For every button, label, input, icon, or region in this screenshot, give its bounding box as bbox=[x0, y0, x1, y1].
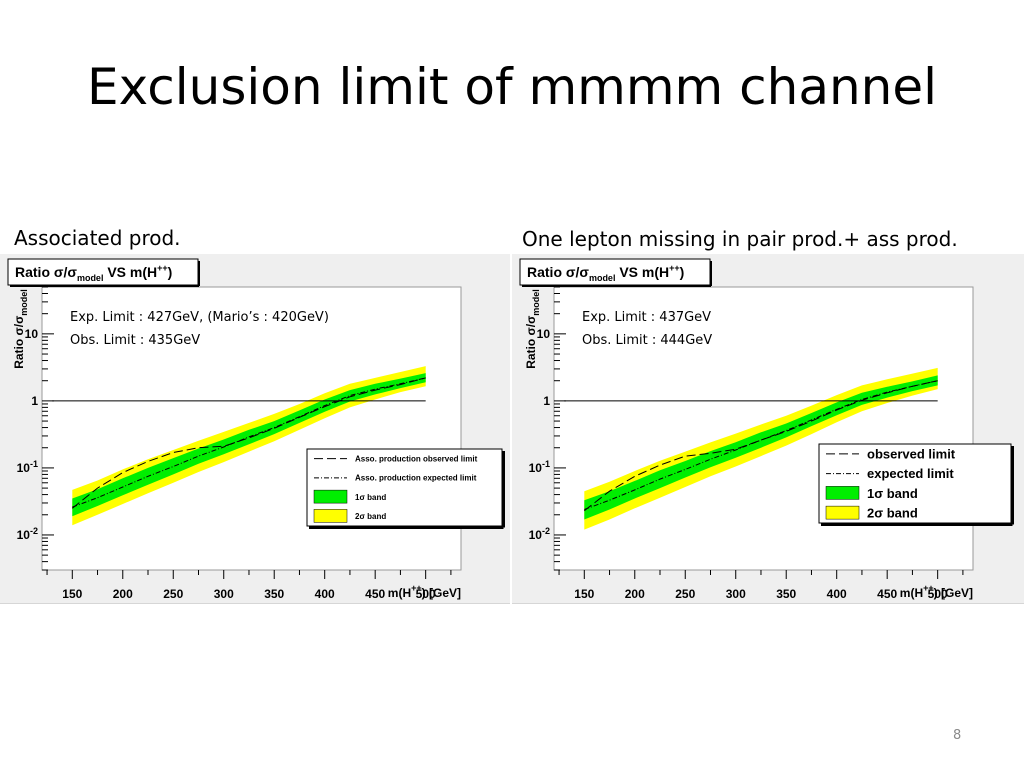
legend-swatch-1sigma bbox=[825, 486, 860, 500]
limit-annotation: Obs. Limit : 435GeV bbox=[70, 333, 200, 348]
legend-entry: Asso. production observed limit bbox=[355, 454, 478, 463]
x-tick-label: 500 bbox=[416, 587, 436, 601]
y-tick-label: 10-2 bbox=[17, 526, 38, 542]
band-1sigma bbox=[584, 375, 938, 520]
legend-entry: 1σ band bbox=[355, 493, 386, 502]
x-tick-label: 200 bbox=[113, 587, 133, 601]
expected-limit-line bbox=[584, 380, 938, 510]
x-tick-label: 300 bbox=[726, 587, 746, 601]
exclusion-plot-left: 150 200 250 300 350 400 450 500 10 1 10-1 10-2 Ratio… bbox=[0, 254, 510, 604]
band-1sigma bbox=[72, 373, 426, 517]
x-tick-label: 350 bbox=[264, 587, 284, 601]
x-tick-label: 250 bbox=[675, 587, 695, 601]
exclusion-plot-right: 150 200 250 300 350 400 450 500 10 1 10-1 10-2 Ratio… bbox=[512, 254, 1024, 604]
y-tick-label: 10-1 bbox=[17, 459, 38, 475]
x-tick-label: 500 bbox=[928, 587, 948, 601]
observed-limit-line bbox=[583, 380, 938, 512]
x-tick-label: 350 bbox=[776, 587, 796, 601]
x-tick-label: 400 bbox=[827, 587, 847, 601]
chart-title: Ratio σ/σmodel VS m(H++) bbox=[527, 263, 684, 283]
legend-swatch-1sigma bbox=[313, 489, 348, 504]
slide-title: Exclusion limit of mmmm channel bbox=[86, 58, 938, 116]
x-axis-label: m(H++) [GeV] bbox=[388, 583, 461, 600]
x-tick-label: 400 bbox=[315, 587, 335, 601]
panel-caption-right: One lepton missing in pair prod.+ ass pr… bbox=[522, 227, 958, 251]
legend-entry: expected limit bbox=[867, 466, 954, 481]
legend-entry: 1σ band bbox=[867, 486, 918, 501]
limit-annotation: Obs. Limit : 444GeV bbox=[582, 333, 712, 348]
x-tick-label: 450 bbox=[877, 587, 897, 601]
limit-annotation: Exp. Limit : 437GeV bbox=[582, 310, 711, 325]
legend-swatch-2sigma bbox=[313, 509, 348, 523]
legend-entry: observed limit bbox=[867, 446, 956, 461]
y-tick-label: 10 bbox=[537, 327, 551, 341]
x-tick-label: 200 bbox=[625, 587, 645, 601]
observed-limit-line bbox=[71, 377, 426, 509]
title-box bbox=[7, 258, 199, 286]
x-tick-label: 450 bbox=[365, 587, 385, 601]
legend-entry: Asso. production expected limit bbox=[355, 474, 477, 483]
y-tick-label: 1 bbox=[31, 394, 38, 408]
expected-limit-line bbox=[72, 377, 426, 508]
x-tick-label: 300 bbox=[214, 587, 234, 601]
page-number: 8 bbox=[953, 728, 962, 743]
legend-entry: 2σ band bbox=[355, 512, 386, 521]
y-tick-label: 10-1 bbox=[529, 459, 550, 475]
x-axis-label: m(H++) [GeV] bbox=[900, 583, 973, 600]
y-axis-label: Ratio σ/σmodel bbox=[524, 289, 541, 369]
legend-swatch-2sigma bbox=[825, 505, 860, 520]
panel-caption-left: Associated prod. bbox=[14, 226, 181, 250]
y-axis-label: Ratio σ/σmodel bbox=[12, 289, 29, 369]
y-tick-label: 1 bbox=[543, 394, 550, 408]
chart-title: Ratio σ/σmodel VS m(H++) bbox=[15, 263, 172, 283]
x-tick-label: 150 bbox=[62, 587, 82, 601]
limit-annotation: Exp. Limit : 427GeV, (Mario’s : 420GeV) bbox=[70, 310, 329, 325]
x-tick-label: 250 bbox=[163, 587, 183, 601]
y-tick-label: 10-2 bbox=[529, 526, 550, 542]
legend-entry: 2σ band bbox=[867, 506, 918, 521]
x-tick-label: 150 bbox=[574, 587, 594, 601]
y-tick-label: 10 bbox=[25, 327, 39, 341]
